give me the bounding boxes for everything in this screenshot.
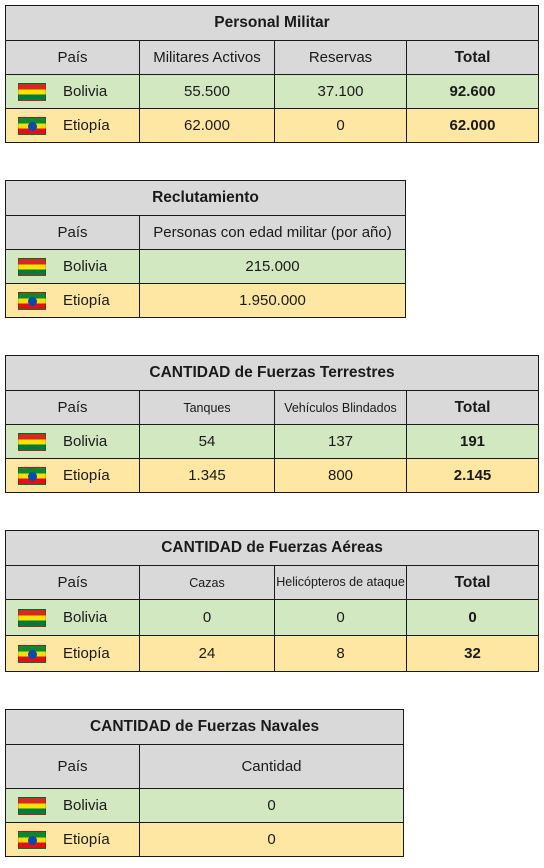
header-total: Total <box>405 390 540 425</box>
bolivia-flag-icon <box>18 257 46 276</box>
header-cazas: Cazas <box>139 565 275 600</box>
table-row: Etiopía 1.950.000 <box>5 283 406 318</box>
reclutamiento-table: Reclutamiento País Personas con edad mil… <box>5 180 406 318</box>
table-row: Etiopía 62.000 0 62.000 <box>5 108 539 143</box>
header-pais: País <box>5 565 140 600</box>
table-row: Etiopía 0 <box>5 822 404 857</box>
total-cell: 2.145 <box>405 458 540 493</box>
total-cell: 191 <box>405 424 540 459</box>
header-cantidad: Cantidad <box>139 744 404 789</box>
header-pais: País <box>5 744 140 789</box>
table-row: Bolivia 0 0 0 <box>5 599 540 636</box>
country-name: Etiopía <box>63 292 110 309</box>
ethiopia-flag-icon <box>18 644 46 663</box>
header-pais: País <box>5 40 140 75</box>
bolivia-flag-icon <box>18 796 46 815</box>
table-row: Bolivia 55.500 37.100 92.600 <box>5 74 539 109</box>
value-cell: 54 <box>139 424 275 459</box>
country-name: Etiopía <box>63 467 110 484</box>
header-personas-edad-militar: Personas con edad militar (por año) <box>139 215 406 250</box>
fuerzas-navales-table: CANTIDAD de Fuerzas Navales País Cantida… <box>5 709 404 857</box>
table-title: Reclutamiento <box>5 180 406 216</box>
country-name: Bolivia <box>63 797 108 814</box>
header-total: Total <box>406 40 539 75</box>
header-militares-activos: Militares Activos <box>139 40 275 75</box>
table-title: CANTIDAD de Fuerzas Aéreas <box>4 530 540 566</box>
table-row: Etiopía 24 8 32 <box>5 635 540 672</box>
country-name: Etiopía <box>63 645 110 662</box>
table-row: Etiopía 1.345 800 2.145 <box>5 458 540 493</box>
country-name: Bolivia <box>63 258 108 275</box>
header-pais: País <box>5 215 140 250</box>
value-cell: 0 <box>274 108 407 143</box>
value-cell: 0 <box>139 788 404 823</box>
country-cell: Bolivia <box>5 424 140 459</box>
value-cell: 0 <box>274 599 407 636</box>
value-cell: 215.000 <box>139 249 406 284</box>
bolivia-flag-icon <box>18 608 46 627</box>
value-cell: 37.100 <box>274 74 407 109</box>
personal-militar-table: Personal Militar País Militares Activos … <box>5 5 539 143</box>
country-name: Etiopía <box>63 117 110 134</box>
value-cell: 8 <box>274 635 407 672</box>
bolivia-flag-icon <box>18 432 46 451</box>
country-cell: Etiopía <box>5 635 140 672</box>
value-cell: 1.950.000 <box>139 283 406 318</box>
country-cell: Bolivia <box>5 788 140 823</box>
total-cell: 0 <box>405 599 540 636</box>
country-cell: Etiopía <box>5 822 140 857</box>
value-cell: 0 <box>139 599 275 636</box>
header-total: Total <box>405 565 540 600</box>
value-cell: 137 <box>274 424 407 459</box>
bolivia-flag-icon <box>18 82 46 101</box>
country-name: Bolivia <box>63 609 108 626</box>
header-vehiculos-blindados: Vehículos Blindados <box>274 390 407 425</box>
fuerzas-aereas-table: CANTIDAD de Fuerzas Aéreas País Cazas He… <box>4 530 540 672</box>
table-row: Bolivia 54 137 191 <box>5 424 540 459</box>
table-title: CANTIDAD de Fuerzas Navales <box>5 709 404 745</box>
country-cell: Bolivia <box>5 249 140 284</box>
value-cell: 1.345 <box>139 458 275 493</box>
table-title: CANTIDAD de Fuerzas Terrestres <box>4 355 540 391</box>
ethiopia-flag-icon <box>18 116 46 135</box>
header-helicopteros-ataque: Helicópteros de ataque <box>274 565 407 600</box>
table-title: Personal Militar <box>5 5 539 41</box>
country-cell: Etiopía <box>5 458 140 493</box>
total-cell: 92.600 <box>406 74 539 109</box>
country-name: Bolivia <box>63 83 108 100</box>
header-pais: País <box>5 390 140 425</box>
value-cell: 800 <box>274 458 407 493</box>
ethiopia-flag-icon <box>18 291 46 310</box>
table-row: Bolivia 215.000 <box>5 249 406 284</box>
total-cell: 32 <box>405 635 540 672</box>
country-name: Etiopía <box>63 831 110 848</box>
country-cell: Etiopía <box>5 108 140 143</box>
ethiopia-flag-icon <box>18 830 46 849</box>
country-cell: Bolivia <box>5 599 140 636</box>
ethiopia-flag-icon <box>18 466 46 485</box>
fuerzas-terrestres-table: CANTIDAD de Fuerzas Terrestres País Tanq… <box>4 355 540 493</box>
value-cell: 24 <box>139 635 275 672</box>
country-name: Bolivia <box>63 433 108 450</box>
header-tanques: Tanques <box>139 390 275 425</box>
header-reservas: Reservas <box>274 40 407 75</box>
country-cell: Etiopía <box>5 283 140 318</box>
country-cell: Bolivia <box>5 74 140 109</box>
value-cell: 55.500 <box>139 74 275 109</box>
value-cell: 0 <box>139 822 404 857</box>
table-row: Bolivia 0 <box>5 788 404 823</box>
total-cell: 62.000 <box>406 108 539 143</box>
value-cell: 62.000 <box>139 108 275 143</box>
